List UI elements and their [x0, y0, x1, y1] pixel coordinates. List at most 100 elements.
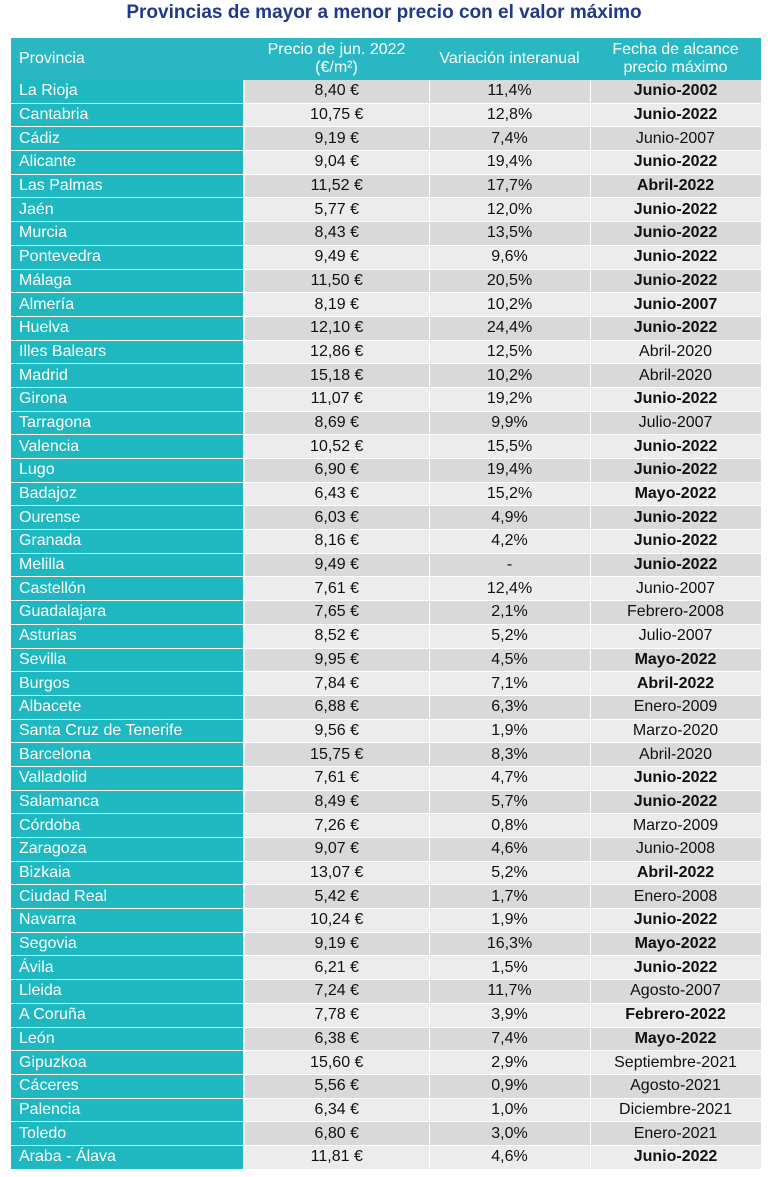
- province-cell: Madrid: [11, 363, 245, 388]
- price-cell: 9,56 €: [244, 719, 430, 744]
- date-cell: Enero-2009: [590, 695, 762, 720]
- variation-cell: 8,3%: [429, 742, 591, 767]
- table-row: Barcelona 15,75 €8,3% Abril-2020: [11, 742, 762, 767]
- variation-cell: 12,8%: [429, 103, 591, 128]
- date-cell: Junio-2007: [590, 292, 762, 317]
- header-variation: Variación interanual: [429, 38, 590, 80]
- price-cell: 6,90 €: [244, 458, 430, 483]
- province-cell: Navarra: [11, 908, 245, 933]
- date-cell: Julio-2007: [590, 624, 762, 649]
- price-cell: 5,56 €: [244, 1074, 430, 1099]
- variation-cell: 13,5%: [429, 221, 591, 246]
- price-cell: 7,24 €: [244, 979, 430, 1004]
- price-cell: 8,40 €: [244, 80, 430, 104]
- price-cell: 10,75 €: [244, 103, 430, 128]
- variation-cell: 4,2%: [429, 529, 591, 554]
- table-row: Segovia 9,19 €16,3% Mayo-2022: [11, 932, 762, 957]
- province-cell: Asturias: [11, 624, 245, 649]
- province-cell: Santa Cruz de Tenerife: [11, 719, 245, 744]
- province-cell: Málaga: [11, 269, 245, 294]
- variation-cell: 5,7%: [429, 790, 591, 815]
- date-cell: Marzo-2009: [590, 813, 762, 838]
- date-cell: Junio-2022: [590, 103, 762, 128]
- date-cell: Junio-2007: [590, 126, 762, 152]
- header-row: Provincia Precio de jun. 2022 (€/m²) Var…: [11, 38, 761, 80]
- variation-cell: 19,4%: [429, 458, 591, 483]
- variation-cell: 1,5%: [429, 955, 591, 981]
- table-row: Ourense 6,03 €4,9% Junio-2022: [11, 505, 762, 531]
- province-cell: Toledo: [11, 1121, 245, 1146]
- date-cell: Junio-2022: [590, 434, 762, 459]
- province-cell: Cantabria: [11, 103, 245, 128]
- variation-cell: 3,0%: [429, 1121, 591, 1146]
- variation-cell: 4,6%: [429, 837, 591, 862]
- date-cell: Abril-2022: [590, 861, 762, 886]
- price-cell: 6,80 €: [244, 1121, 430, 1146]
- table-row: Málaga 11,50 €20,5% Junio-2022: [11, 269, 762, 294]
- date-cell: Enero-2008: [590, 884, 762, 910]
- variation-cell: 2,9%: [429, 1050, 591, 1075]
- date-cell: Junio-2022: [590, 458, 762, 483]
- table-row: Burgos 7,84 €7,1% Abril-2022: [11, 671, 762, 696]
- variation-cell: 1,9%: [429, 719, 591, 744]
- province-cell: Las Palmas: [11, 174, 245, 199]
- date-cell: Junio-2002: [590, 80, 762, 104]
- table-row: Lugo 6,90 €19,4% Junio-2022: [11, 458, 762, 483]
- table-row: Lleida 7,24 €11,7% Agosto-2007: [11, 979, 762, 1004]
- table-row: Almería 8,19 €10,2% Junio-2007: [11, 292, 762, 317]
- date-cell: Junio-2022: [590, 553, 762, 578]
- price-cell: 8,69 €: [244, 411, 430, 436]
- price-cell: 7,84 €: [244, 671, 430, 696]
- province-cell: La Rioja: [11, 80, 245, 104]
- variation-cell: 2,1%: [429, 600, 591, 625]
- price-cell: 11,50 €: [244, 269, 430, 294]
- table-row: Girona 11,07 €19,2% Junio-2022: [11, 387, 762, 412]
- province-cell: Palencia: [11, 1098, 245, 1123]
- variation-cell: 6,3%: [429, 695, 591, 720]
- date-cell: Junio-2022: [590, 387, 762, 412]
- province-cell: Lugo: [11, 458, 245, 483]
- date-cell: Diciembre-2021: [590, 1098, 762, 1123]
- table-row: Castellón 7,61 €12,4% Junio-2007: [11, 576, 762, 602]
- province-cell: Badajoz: [11, 482, 245, 507]
- table-row: Asturias 8,52 €5,2% Julio-2007: [11, 624, 762, 649]
- date-cell: Abril-2022: [590, 671, 762, 696]
- date-cell: Junio-2022: [590, 150, 762, 175]
- price-cell: 6,43 €: [244, 482, 430, 507]
- price-cell: 9,49 €: [244, 245, 430, 270]
- table-row: Valladolid 7,61 €4,7% Junio-2022: [11, 766, 762, 791]
- date-cell: Junio-2022: [590, 1145, 762, 1170]
- date-cell: Junio-2022: [590, 955, 762, 981]
- price-cell: 7,26 €: [244, 813, 430, 838]
- date-cell: Junio-2022: [590, 790, 762, 815]
- table-row: Córdoba 7,26 €0,8% Marzo-2009: [11, 813, 762, 838]
- page-title: Provincias de mayor a menor precio con e…: [126, 2, 642, 23]
- date-cell: Julio-2007: [590, 411, 762, 436]
- variation-cell: 5,2%: [429, 624, 591, 649]
- province-cell: Salamanca: [11, 790, 245, 815]
- province-cell: Valencia: [11, 434, 245, 459]
- price-cell: 15,60 €: [244, 1050, 430, 1075]
- variation-cell: 5,2%: [429, 861, 591, 886]
- province-cell: Alicante: [11, 150, 245, 175]
- price-cell: 15,18 €: [244, 363, 430, 388]
- variation-cell: 0,8%: [429, 813, 591, 838]
- province-cell: Bizkaia: [11, 861, 245, 886]
- price-cell: 9,04 €: [244, 150, 430, 175]
- table-row: Cádiz 9,19 €7,4% Junio-2007: [11, 126, 762, 152]
- variation-cell: 7,4%: [429, 126, 591, 152]
- variation-cell: 24,4%: [429, 316, 591, 341]
- province-cell: Girona: [11, 387, 245, 412]
- header-province: Provincia: [11, 38, 244, 80]
- province-cell: Jaén: [11, 197, 245, 223]
- date-cell: Mayo-2022: [590, 648, 762, 673]
- province-cell: Gipuzkoa: [11, 1050, 245, 1075]
- date-cell: Junio-2008: [590, 837, 762, 862]
- price-cell: 10,52 €: [244, 434, 430, 459]
- province-cell: Castellón: [11, 576, 245, 602]
- table-row: Sevilla 9,95 €4,5% Mayo-2022: [11, 648, 762, 673]
- price-cell: 7,61 €: [244, 766, 430, 791]
- variation-cell: 12,0%: [429, 197, 591, 223]
- table-row: Zaragoza 9,07 €4,6% Junio-2008: [11, 837, 762, 862]
- date-cell: Mayo-2022: [590, 932, 762, 957]
